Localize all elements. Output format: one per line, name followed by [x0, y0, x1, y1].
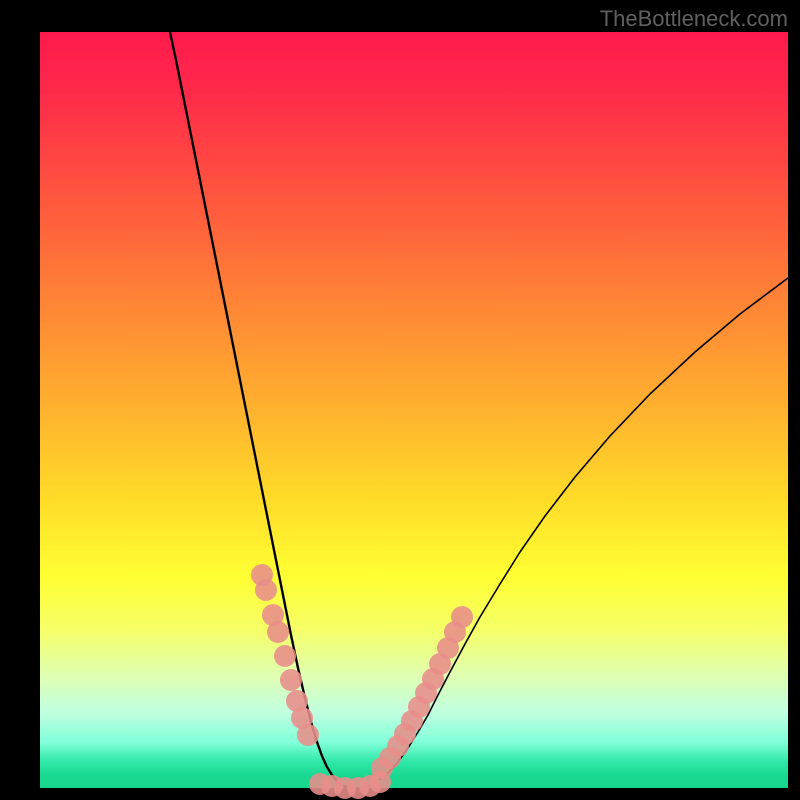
marker-left-8	[297, 724, 319, 746]
marker-left-5	[280, 669, 302, 691]
chart-svg	[0, 0, 800, 800]
marker-left-3	[267, 621, 289, 643]
marker-left-4	[274, 645, 296, 667]
marker-left-1	[255, 579, 277, 601]
bottleneck-chart: TheBottleneck.com	[0, 0, 800, 800]
marker-right-11	[451, 606, 473, 628]
watermark-text: TheBottleneck.com	[600, 6, 788, 32]
plot-background-gradient	[40, 32, 788, 788]
